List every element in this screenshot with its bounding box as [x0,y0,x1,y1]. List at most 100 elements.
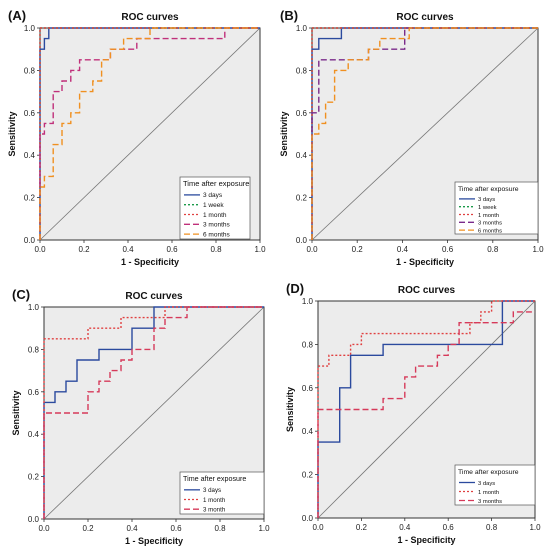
panel-label: (D) [286,281,304,296]
x-tick-label: 0.6 [166,245,178,254]
chart-title: ROC curves [125,291,183,302]
x-tick-label: 0.6 [170,524,182,533]
y-tick-label: 0.4 [296,151,308,160]
x-axis-label: 1 - Specificity [396,257,454,267]
panel-label: (C) [12,287,30,302]
x-tick-label: 0.6 [443,523,455,532]
y-tick-label: 0.2 [302,471,314,480]
y-tick-label: 0.4 [24,151,36,160]
y-tick-label: 0.0 [296,236,308,245]
y-axis-label: Sensitivity [285,387,295,432]
legend-box [179,471,265,515]
y-tick-label: 1.0 [296,24,308,33]
y-tick-label: 0.8 [28,345,40,354]
roc-series-line [43,306,264,519]
x-tick-label: 0.0 [312,523,324,532]
roc-series-line [39,27,260,240]
x-tick-label: 1.0 [258,524,270,533]
legend-item-label: 3 month [203,506,226,513]
legend: Time after exposure 3 days 1 week 1 month 3 … [454,181,539,235]
x-tick-label: 0.4 [122,245,134,254]
y-tick-label: 0.4 [302,427,314,436]
roc-series-line [317,300,535,518]
y-tick-label: 1.0 [302,297,314,306]
y-axis-label: Sensitivity [11,390,21,435]
y-tick-label: 0.2 [24,194,36,203]
legend-item-label: 1 month [478,490,499,496]
x-tick-label: 0.8 [486,523,498,532]
y-tick-label: 0.0 [28,515,40,524]
legend-title: Time after exposure [458,186,519,193]
y-tick-label: 0.4 [28,430,40,439]
legend-title: Time after exposure [458,469,519,476]
legend-item-label: 1 month [203,497,226,504]
roc-series-line [39,27,260,240]
x-axis-label: 1 - Specificity [397,535,455,545]
x-tick-label: 0.2 [82,524,94,533]
y-axis-label: Sensitivity [7,111,17,156]
x-tick-label: 0.4 [397,245,409,254]
roc-series-line [317,300,535,518]
legend: Time after exposure 3 days 1 month 3 month [179,471,265,515]
chart-title: ROC curves [121,12,179,23]
roc-panel-4: (D) ROC curves 0.0 0.2 0.4 0.6 0.8 1.0 0.0 0.2 0.4… [285,281,541,545]
legend-item-label: 3 months [203,222,230,229]
x-tick-label: 0.8 [210,245,222,254]
x-tick-label: 0.2 [352,245,364,254]
legend-title: Time after exposure [183,475,246,483]
x-tick-label: 1.0 [254,245,266,254]
y-axis-label: Sensitivity [279,111,289,156]
x-tick-label: 0.8 [487,245,499,254]
roc-panel-1: (A) ROC curves 0.0 0.2 0.4 0.6 0.8 1.0 0.0 0.2 0.4… [7,8,266,267]
legend-item-label: 6 months [478,228,502,234]
reference-diagonal [317,300,536,519]
legend-item-label: 3 days [203,192,223,199]
x-tick-label: 0.4 [399,523,411,532]
y-tick-label: 0.6 [296,109,308,118]
roc-series-line [43,306,264,519]
legend-item-label: 6 months [203,231,230,238]
legend-item-label: 1 week [203,202,224,209]
legend-item-label: 1 month [203,212,227,219]
y-tick-label: 0.2 [28,473,40,482]
legend-item-label: 3 days [478,197,495,203]
x-axis-label: 1 - Specificity [121,257,179,267]
roc-series-line [311,27,538,240]
legend-item-label: 3 months [478,221,502,227]
y-tick-label: 0.0 [24,236,36,245]
y-tick-label: 1.0 [24,24,36,33]
chart-title: ROC curves [398,285,456,296]
y-tick-label: 0.8 [24,66,36,75]
y-tick-label: 0.6 [24,109,36,118]
legend-box [454,464,536,506]
roc-series-line [311,27,538,240]
roc-panel-2: (B) ROC curves 0.0 0.2 0.4 0.6 0.8 1.0 0.0 0.2 0.4… [279,8,544,267]
roc-series-line [43,306,264,519]
reference-diagonal [43,306,265,520]
legend-item-label: 3 months [478,499,502,505]
roc-series-line [39,27,260,240]
y-tick-label: 0.0 [302,514,314,523]
reference-diagonal [311,27,539,241]
panel-label: (A) [8,8,26,23]
x-tick-label: 0.4 [126,524,138,533]
y-tick-label: 0.2 [296,194,308,203]
legend-box [454,181,539,235]
legend-item-label: 3 days [478,481,495,487]
x-tick-label: 0.8 [214,524,226,533]
x-tick-label: 1.0 [532,245,544,254]
legend: Time after exposure 3 days 1 week 1 month 3 … [179,176,251,240]
x-tick-label: 0.6 [442,245,454,254]
y-tick-label: 0.8 [302,340,314,349]
x-tick-label: 0.0 [306,245,318,254]
y-tick-label: 0.6 [28,388,40,397]
legend-item-label: 1 week [478,205,497,211]
legend: Time after exposure 3 days 1 month 3 months [454,464,536,506]
legend-title: Time after exposure [183,179,249,188]
legend-item-label: 1 month [478,213,499,219]
x-tick-label: 0.2 [78,245,90,254]
x-tick-label: 0.0 [34,245,46,254]
roc-panel-3: (C) ROC curves 0.0 0.2 0.4 0.6 0.8 1.0 0.0 0.2 0.4… [11,287,270,546]
y-tick-label: 0.6 [302,384,314,393]
